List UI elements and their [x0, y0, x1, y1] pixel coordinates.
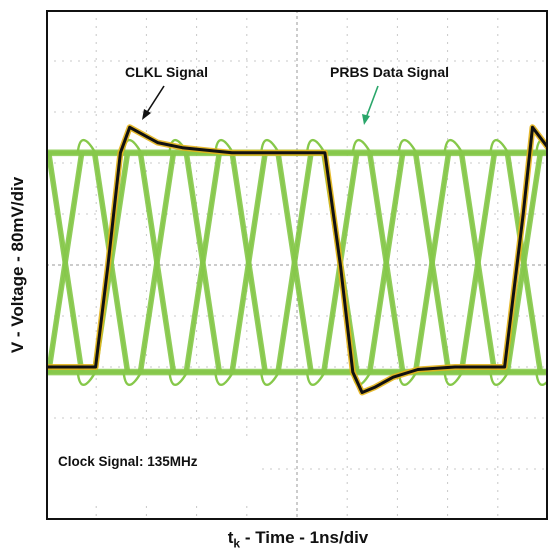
prbs-overshoot-low: [443, 371, 464, 387]
prbs-rising-edge: [140, 152, 177, 373]
prbs-overshoot-high: [351, 138, 372, 154]
prbs-overshoot-low: [168, 371, 189, 387]
prbs-rising-edge: [412, 152, 449, 373]
prbs-rising-edge: [414, 152, 450, 373]
x-axis-label-suffix: - Time - 1ns/div: [240, 528, 369, 547]
prbs-signal-arrowhead: [362, 114, 370, 125]
prbs-rising-edge: [460, 152, 496, 373]
prbs-rising-edge: [458, 152, 495, 373]
clk-signal-label: CLKL Signal: [125, 64, 208, 80]
prbs-signal-pointer: [365, 85, 379, 119]
prbs-overshoot-high: [259, 138, 280, 154]
plot-frame: [46, 10, 548, 520]
prbs-rising-edge: [47, 152, 84, 373]
clk-signal-line: [46, 125, 548, 394]
y-axis-label: V - Voltage - 80mV/div: [8, 176, 27, 354]
prbs-rising-edge: [276, 152, 313, 373]
prbs-overshoot-high: [76, 138, 97, 154]
clock-signal-note: Clock Signal: 135MHz: [58, 454, 198, 469]
prbs-overshoot-high: [397, 138, 418, 154]
x-axis-label: tk - Time - 1ns/div: [48, 528, 548, 550]
prbs-overshoot-low: [489, 371, 510, 387]
prbs-rising-edge: [137, 152, 174, 373]
clk-signal-arrowhead: [142, 109, 151, 120]
prbs-rising-edge: [366, 152, 403, 373]
prbs-rising-edge: [46, 152, 82, 373]
prbs-rising-edge: [278, 152, 314, 373]
prbs-overshoot-low: [76, 371, 97, 387]
prbs-rising-edge: [507, 152, 544, 373]
prbs-rising-edge: [139, 152, 175, 373]
prbs-rising-edge: [185, 152, 221, 373]
prbs-overshoot-high: [489, 138, 510, 154]
chart-svg: CLKL Signal PRBS Data Signal Clock Signal:…: [46, 10, 548, 520]
x-axis-label-subscript: k: [233, 536, 241, 551]
prbs-rising-edge: [183, 152, 220, 373]
prbs-overshoot-high: [443, 138, 464, 154]
prbs-rising-edge: [275, 152, 311, 373]
x-axis-label-prefix: t: [227, 528, 234, 547]
prbs-rising-edge: [230, 152, 267, 373]
prbs-overshoot-low: [122, 371, 143, 387]
prbs-overshoot-low: [305, 371, 326, 387]
y-axis-label-wrap: V - Voltage - 80mV/div: [0, 10, 36, 520]
prbs-rising-edge: [461, 152, 498, 373]
prbs-overshoot-low: [214, 371, 234, 387]
prbs-rising-edge: [506, 152, 542, 373]
prbs-overshoot-high: [305, 138, 326, 154]
clock-note-background: [50, 442, 262, 502]
clk-signal-pointer: [145, 85, 165, 115]
prbs-rising-edge: [186, 152, 223, 373]
plot-area: CLKL Signal PRBS Data Signal Clock Signal:…: [46, 10, 548, 520]
prbs-rising-edge: [369, 152, 406, 373]
prbs-signal-label: PRBS Data Signal: [330, 64, 449, 80]
prbs-overshoot-low: [259, 371, 280, 387]
prbs-overshoot-low: [535, 371, 548, 387]
prbs-rising-edge: [368, 152, 405, 373]
prbs-rising-edge: [229, 152, 265, 373]
prbs-rising-edge: [232, 152, 268, 373]
prbs-rising-edge: [415, 152, 452, 373]
prbs-rising-edge: [48, 152, 85, 373]
